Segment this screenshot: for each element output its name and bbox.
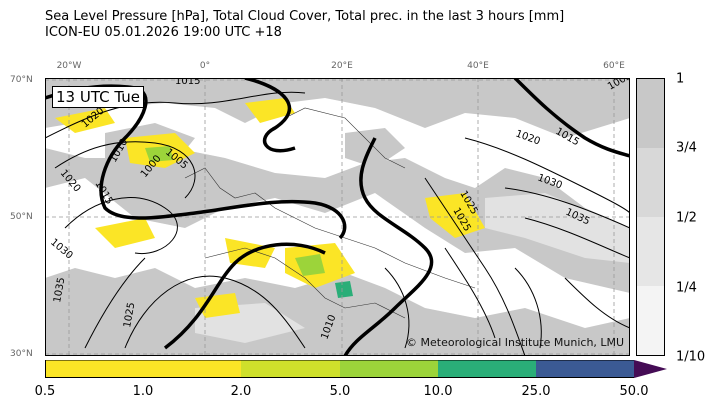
lon-label: 20°W [56, 61, 82, 71]
precip-extend-arrow [634, 360, 667, 378]
lat-label: 30°N [10, 349, 33, 359]
precip-bin [45, 360, 143, 378]
lat-label: 70°N [10, 75, 33, 85]
precip-tick: 10.0 [423, 384, 453, 399]
isobar-label: 1025 [122, 302, 137, 329]
precip-bin [438, 360, 536, 378]
cloud-cover-bin [636, 148, 665, 217]
lon-label: 60°E [603, 61, 625, 71]
isobar-label: 1015 [175, 78, 200, 87]
cloud-cover-tick: 1/4 [676, 280, 697, 296]
title-line-2: ICON-EU 05.01.2026 19:00 UTC +18 [45, 25, 282, 40]
cloud-cover-bin [636, 78, 665, 148]
coastlines [184, 107, 476, 319]
precip-bin [536, 360, 634, 378]
precip-tick: 50.0 [619, 384, 649, 399]
cloud-cover-colorbar [636, 78, 665, 356]
precip-tick: 25.0 [521, 384, 551, 399]
lon-label: 0° [199, 61, 211, 71]
precipitation-heavy [145, 146, 353, 298]
lon-label: 20°E [331, 61, 353, 71]
cloud-cover-tick: 1/10 [676, 349, 706, 365]
isobar-label: 1035 [52, 277, 67, 304]
credit-text: © Meteorological Institute Munich, LMU [406, 336, 625, 349]
precip-tick: 0.5 [34, 384, 56, 399]
cloud-cover-tick: 3/4 [676, 140, 697, 156]
precip-tick: 2.0 [230, 384, 252, 399]
title-line-1: Sea Level Pressure [hPa], Total Cloud Co… [45, 9, 565, 24]
precip-tick: 1.0 [132, 384, 154, 399]
cloud-cover-tick: 1 [676, 71, 685, 87]
isobars [45, 91, 630, 356]
graticule [45, 78, 630, 356]
cloud-cover-tick: 1/2 [676, 210, 697, 226]
precip-colorbar [45, 360, 667, 378]
lat-label: 50°N [10, 212, 33, 222]
precip-bin [143, 360, 241, 378]
weather-map: 1015 1020 1010 1005 1000 1015 1020 1030 … [45, 78, 630, 356]
precip-tick: 5.0 [329, 384, 351, 399]
precip-bin [340, 360, 438, 378]
cloud-cover-bin [636, 217, 665, 286]
cloud-cover-bin [636, 286, 665, 356]
precip-bin [241, 360, 340, 378]
time-label: 13 UTC Tue [52, 86, 144, 108]
lon-label: 40°E [467, 61, 489, 71]
